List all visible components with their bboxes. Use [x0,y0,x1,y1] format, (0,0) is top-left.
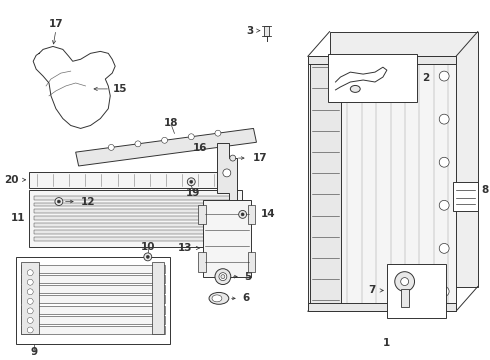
Circle shape [27,270,33,276]
Text: 7: 7 [368,285,376,296]
Bar [453,182,478,211]
Circle shape [439,287,449,296]
Bar [247,204,255,224]
Circle shape [215,130,221,136]
Text: 15: 15 [113,84,128,94]
Bar [22,262,39,334]
Circle shape [27,308,33,314]
Circle shape [223,169,231,177]
Text: 14: 14 [260,210,275,219]
Bar [34,203,237,207]
Circle shape [147,255,149,258]
Circle shape [239,211,246,218]
Ellipse shape [212,295,222,302]
Circle shape [27,279,33,285]
Text: 4: 4 [377,84,384,94]
Bar [22,306,165,314]
Bar [308,56,456,311]
Bar [22,316,165,324]
Bar [29,172,222,188]
Text: 13: 13 [178,243,192,253]
Circle shape [135,141,141,147]
Circle shape [27,289,33,295]
Circle shape [221,275,225,279]
Text: 16: 16 [193,143,207,153]
Polygon shape [330,32,478,287]
Text: 2: 2 [422,73,430,83]
Circle shape [439,157,449,167]
Circle shape [219,273,227,280]
Text: 17: 17 [252,153,267,163]
Text: 17: 17 [49,19,63,29]
Circle shape [188,134,194,140]
Circle shape [144,253,152,261]
Bar [308,56,456,64]
Bar [247,252,255,272]
Bar [387,264,446,318]
Circle shape [230,155,236,161]
Circle shape [55,198,63,206]
Bar [265,26,270,36]
Circle shape [27,318,33,323]
Text: 12: 12 [81,197,95,207]
Bar [29,190,242,247]
Circle shape [439,243,449,253]
Bar [34,216,237,220]
Circle shape [439,201,449,210]
Circle shape [162,137,168,143]
Circle shape [57,200,60,203]
Bar [152,262,164,334]
Bar [198,204,206,224]
Bar [34,237,237,241]
Bar [16,257,170,344]
Bar [22,275,165,283]
Circle shape [190,180,193,183]
Circle shape [401,278,409,285]
Circle shape [439,71,449,81]
Bar [308,303,456,311]
Text: 20: 20 [4,175,18,185]
Ellipse shape [350,85,360,93]
Circle shape [108,144,114,150]
Bar [22,326,165,334]
Bar [34,210,237,213]
Bar [22,265,165,273]
Bar [401,289,409,307]
Text: 10: 10 [141,242,155,252]
Text: 5: 5 [245,272,252,282]
Polygon shape [217,143,237,203]
Bar [22,296,165,303]
Bar [198,252,206,272]
Bar [22,285,165,293]
Circle shape [241,213,244,216]
Text: 6: 6 [243,293,250,303]
Circle shape [215,269,231,284]
Ellipse shape [209,292,229,304]
Text: 19: 19 [186,188,200,198]
Circle shape [27,298,33,304]
Text: 3: 3 [246,26,253,36]
Circle shape [439,114,449,124]
Circle shape [187,178,195,186]
Text: 8: 8 [482,185,489,195]
Bar [203,199,250,276]
Bar [34,223,237,227]
Text: 18: 18 [164,117,179,127]
Text: 9: 9 [30,347,38,357]
Text: 11: 11 [11,213,25,223]
Bar [328,54,416,102]
Polygon shape [75,129,256,166]
Text: 1: 1 [383,338,391,348]
Circle shape [395,272,415,292]
Bar [34,230,237,234]
Bar [34,195,237,199]
Bar [310,61,342,306]
Circle shape [27,327,33,333]
